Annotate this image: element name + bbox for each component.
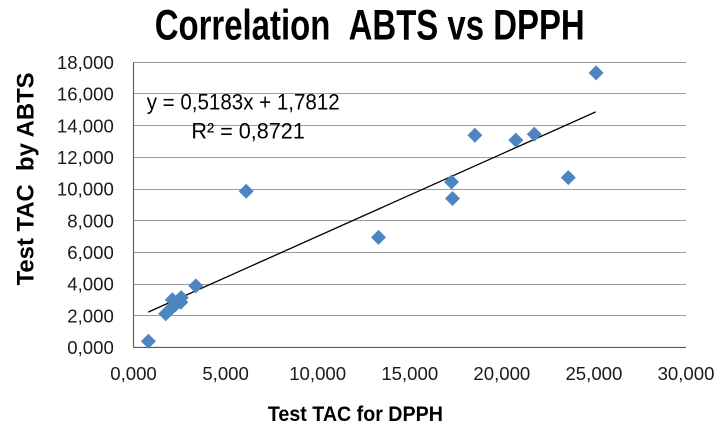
svg-text:4,000: 4,000 <box>67 274 114 295</box>
svg-text:20,000: 20,000 <box>473 363 530 384</box>
svg-text:25,000: 25,000 <box>565 363 622 384</box>
svg-text:5,000: 5,000 <box>202 363 249 384</box>
svg-text:2,000: 2,000 <box>67 305 114 326</box>
svg-text:14,000: 14,000 <box>57 115 114 136</box>
svg-text:0,000: 0,000 <box>110 363 157 384</box>
svg-text:15,000: 15,000 <box>381 363 438 384</box>
svg-text:Test TAC by ABTS: Test TAC by ABTS <box>13 72 40 285</box>
svg-text:12,000: 12,000 <box>57 147 114 168</box>
svg-text:Test TAC for DPPH: Test TAC for DPPH <box>268 402 443 426</box>
svg-text:18,000: 18,000 <box>57 52 114 73</box>
svg-text:8,000: 8,000 <box>67 210 114 231</box>
svg-text:y = 0,5183x + 1,7812: y = 0,5183x + 1,7812 <box>147 90 340 115</box>
svg-text:30,000: 30,000 <box>658 363 715 384</box>
svg-text:0,000: 0,000 <box>67 337 114 358</box>
svg-text:10,000: 10,000 <box>289 363 346 384</box>
svg-text:Correlation ABTS vs DPPH: Correlation ABTS vs DPPH <box>155 2 585 50</box>
svg-text:R² = 0,8721: R² = 0,8721 <box>191 118 305 143</box>
svg-text:16,000: 16,000 <box>57 84 114 105</box>
svg-text:6,000: 6,000 <box>67 242 114 263</box>
svg-text:10,000: 10,000 <box>57 179 114 200</box>
